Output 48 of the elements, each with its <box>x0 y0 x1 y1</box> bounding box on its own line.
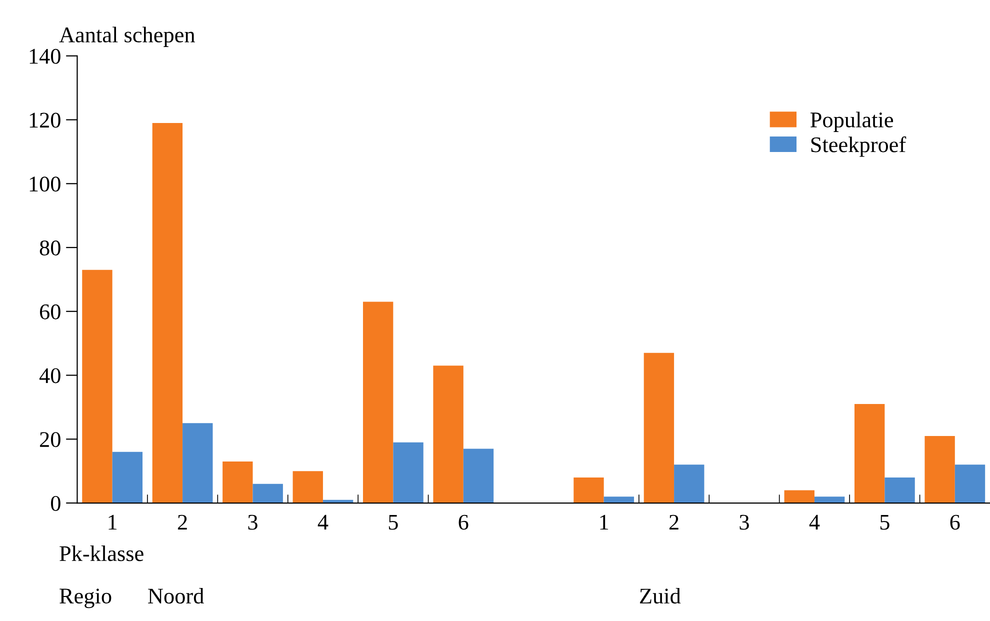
bar <box>604 496 634 504</box>
bar <box>362 302 394 504</box>
bar <box>292 471 323 504</box>
x-tick-label: 6 <box>458 514 468 530</box>
y-tick-label: 40 <box>39 368 60 384</box>
bar <box>784 490 814 504</box>
y-tick-label: 120 <box>30 112 60 128</box>
bar <box>222 461 253 504</box>
y-tick-label: 0 <box>50 496 60 511</box>
bar <box>82 270 112 504</box>
bar <box>433 366 464 504</box>
y-tick-label: 140 <box>30 48 60 64</box>
x-tick-label: 5 <box>880 514 890 530</box>
legend-label: Steekproef <box>811 136 906 157</box>
text: Regio <box>60 588 112 608</box>
x-tick-label: 3 <box>740 514 749 530</box>
x-tick-label: 1 <box>600 514 608 530</box>
bar <box>674 464 704 504</box>
bar <box>924 436 955 504</box>
bar <box>854 404 885 504</box>
bar <box>112 452 143 504</box>
x-tick-label: 1 <box>108 514 117 530</box>
x-tick-label: 2 <box>669 514 678 530</box>
y-tick-label: 80 <box>40 240 60 256</box>
bar <box>644 352 674 504</box>
y-tick-label: 60 <box>40 304 60 320</box>
text: Zuid <box>640 588 681 604</box>
bar <box>814 496 845 504</box>
x-tick-label: 5 <box>388 514 398 530</box>
text: Noord <box>148 588 204 604</box>
x-tick-label: 6 <box>950 514 960 530</box>
bar <box>182 423 213 504</box>
bar <box>574 477 604 504</box>
x-axis-title: Pk-klasse <box>60 545 144 562</box>
legend-label: Populatie <box>810 112 894 132</box>
bar <box>152 122 183 504</box>
y-tick-label: 100 <box>30 176 60 192</box>
bar <box>393 442 424 504</box>
bar <box>252 484 283 504</box>
x-tick-label: 3 <box>248 514 258 530</box>
bar <box>463 448 494 504</box>
y-axis-title: Aantal schepen <box>59 26 195 47</box>
bar <box>954 464 986 504</box>
x-tick-label: 2 <box>178 514 187 530</box>
x-tick-label: 4 <box>809 514 820 530</box>
y-tick-label: 20 <box>40 432 60 448</box>
x-tick-label: 4 <box>318 514 328 530</box>
bar <box>884 477 915 504</box>
